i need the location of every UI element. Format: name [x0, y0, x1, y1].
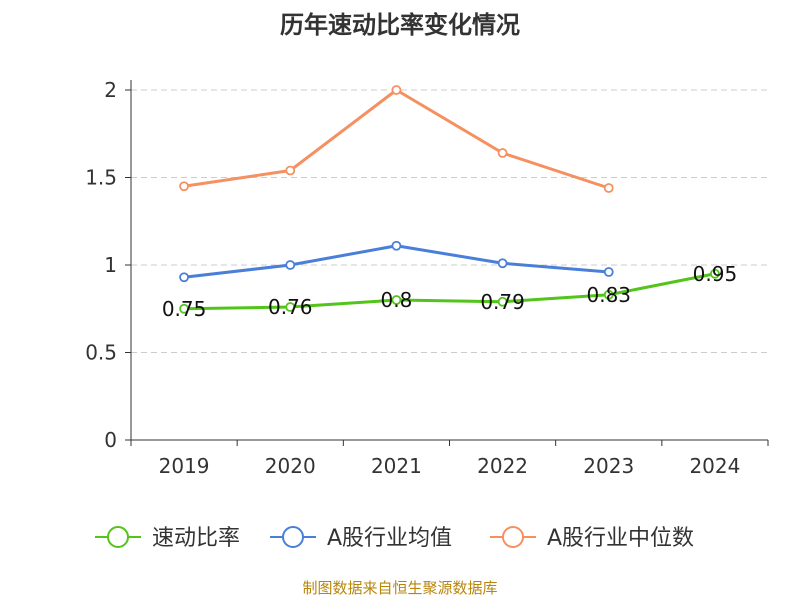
data-point[interactable]: [497, 148, 508, 158]
data-point[interactable]: [603, 183, 614, 193]
axes: 0 0.5 1 1.5 2 2019 2020 2021 2022 2023 2024: [85, 78, 769, 478]
x-tick-label: 2024: [689, 454, 740, 478]
y-tick-label: 0: [104, 428, 117, 452]
x-tick-label: 2021: [371, 454, 422, 478]
data-point[interactable]: [391, 85, 402, 95]
data-point[interactable]: [603, 267, 614, 277]
chart-title: 历年速动比率变化情况: [280, 11, 520, 39]
legend-item-2[interactable]: A股行业均值: [270, 526, 452, 551]
data-point[interactable]: [710, 268, 720, 279]
data-point[interactable]: [603, 289, 614, 300]
data-point[interactable]: [179, 181, 189, 192]
data-label: 0.76: [268, 295, 313, 319]
legend-label: A股行业中位数: [547, 526, 694, 551]
y-tick-label: 2: [104, 78, 117, 102]
legend-swatch-marker: [282, 526, 304, 548]
data-label: 0.75: [162, 297, 207, 321]
data-label: 0.95: [693, 262, 738, 286]
legend[interactable]: 速动比率 A股行业均值 A股行业中位数: [95, 526, 694, 551]
data-point[interactable]: [179, 272, 189, 283]
y-tick-label: 0.5: [85, 341, 117, 365]
data-point[interactable]: [497, 258, 508, 269]
y-tick-label: 1: [104, 253, 117, 277]
grid-layer: [131, 89, 768, 353]
legend-swatch-marker: [107, 526, 129, 548]
series-line-1: [184, 272, 716, 311]
source-note: 制图数据来自恒生聚源数据库: [302, 579, 497, 597]
x-tick-label: 2020: [265, 454, 316, 478]
x-tick-label: 2019: [159, 454, 210, 478]
data-point[interactable]: [391, 240, 402, 251]
data-point[interactable]: [285, 260, 296, 270]
legend-label: 速动比率: [152, 526, 240, 551]
series-layer: [179, 85, 720, 314]
data-point[interactable]: [179, 303, 189, 314]
data-label: 0.8: [381, 288, 413, 312]
series-line-3: [183, 88, 610, 190]
legend-item-1[interactable]: 速动比率: [95, 526, 240, 551]
x-tick-label: 2022: [477, 454, 528, 478]
data-point[interactable]: [285, 302, 296, 312]
x-tick-label: 2023: [583, 454, 634, 478]
y-tick-label: 1.5: [85, 166, 117, 190]
data-label: 0.79: [480, 290, 525, 314]
legend-swatch-marker: [502, 526, 524, 548]
data-point[interactable]: [391, 295, 402, 305]
data-point[interactable]: [497, 296, 508, 307]
legend-label: A股行业均值: [327, 526, 452, 551]
legend-item-3[interactable]: A股行业中位数: [490, 526, 694, 551]
data-label: 0.83: [586, 283, 631, 307]
data-labels: 0.75 0.76 0.8 0.79 0.83 0.95: [162, 262, 737, 321]
data-point[interactable]: [285, 165, 296, 176]
